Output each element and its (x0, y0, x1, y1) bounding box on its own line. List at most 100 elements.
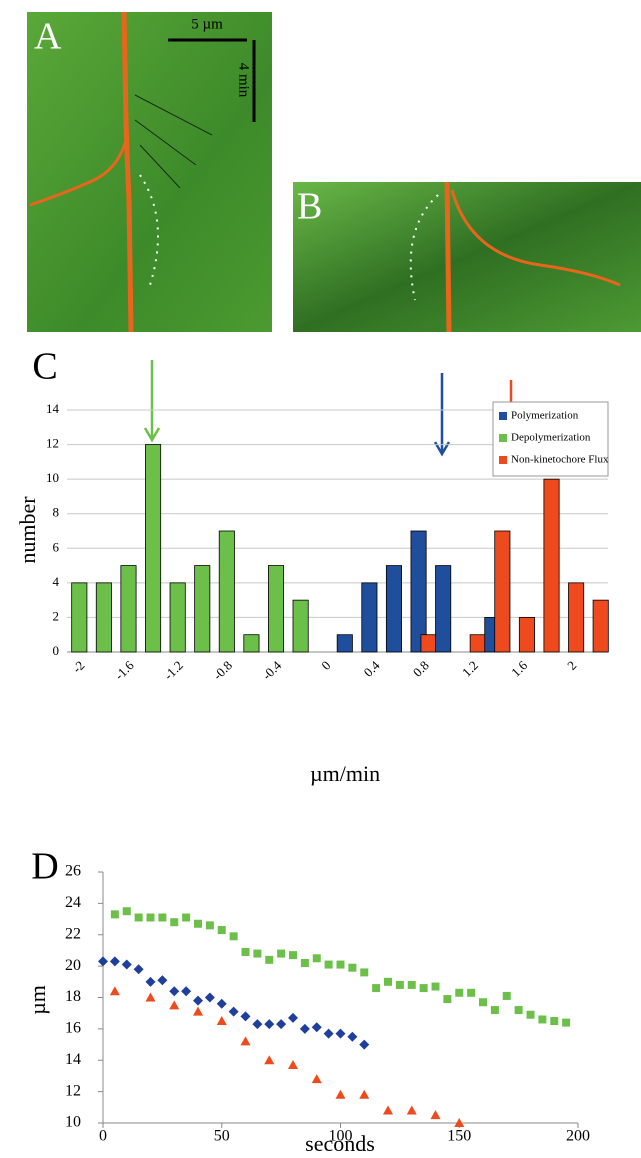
point (359, 1039, 370, 1050)
bar (145, 444, 162, 653)
y-tick-label: 4 (53, 574, 60, 589)
x-tick-label: -2 (69, 658, 87, 676)
y-tick-label: 24 (65, 894, 81, 911)
x-tick-label: -1.6 (112, 657, 138, 683)
bar (243, 634, 260, 653)
bar (361, 582, 378, 653)
point (311, 1022, 322, 1033)
point (205, 921, 214, 930)
point (395, 980, 404, 989)
point (240, 1036, 251, 1046)
point (502, 991, 511, 1000)
point (181, 986, 192, 997)
bar (469, 634, 486, 653)
point (109, 956, 120, 967)
point (430, 1110, 441, 1120)
point (336, 960, 345, 969)
point (312, 954, 321, 963)
x-tick-label: 0.8 (410, 658, 432, 680)
point (193, 1006, 203, 1016)
x-tick-label: -0.8 (210, 658, 235, 683)
point (110, 910, 119, 919)
y-tick-label: 18 (65, 988, 81, 1005)
point (158, 913, 167, 922)
bar (410, 530, 427, 653)
point (443, 995, 452, 1004)
bar (71, 582, 88, 653)
point (217, 926, 226, 935)
point (347, 1031, 358, 1042)
point (335, 1089, 346, 1099)
bar (95, 582, 112, 653)
point (216, 998, 227, 1009)
point (335, 1028, 346, 1039)
point (407, 980, 416, 989)
point (299, 1023, 310, 1034)
scale-label-y: 4 min (236, 63, 252, 98)
bar (494, 530, 511, 653)
x-tick-label: 0 (318, 658, 333, 673)
bar (568, 582, 585, 653)
point (300, 958, 309, 967)
y-tick-label: 14 (46, 401, 60, 416)
y-tick-label: 20 (65, 957, 81, 974)
y-tick-label: 6 (53, 539, 60, 554)
x-tick-label: 2 (564, 658, 579, 673)
point (182, 913, 191, 922)
y-tick-label: 10 (46, 470, 59, 485)
point (109, 986, 120, 996)
point (348, 963, 357, 972)
point (228, 1006, 239, 1017)
point (311, 1074, 322, 1084)
point (324, 960, 333, 969)
y-tick-label: 22 (65, 925, 81, 942)
y-tick-label: 10 (65, 1114, 81, 1131)
legend-label: Depolymerization (511, 432, 591, 444)
x-tick-label: 200 (566, 1128, 590, 1145)
point (241, 948, 250, 957)
y-axis-title: number (15, 496, 40, 564)
bar (292, 599, 309, 653)
point (276, 1019, 287, 1030)
legend-swatch (499, 434, 507, 442)
point (204, 992, 215, 1003)
point (406, 1105, 417, 1115)
point (562, 1018, 571, 1027)
point (289, 951, 297, 960)
point (419, 984, 428, 993)
x-tick-label: -1.2 (161, 658, 186, 683)
point (122, 907, 131, 916)
point (170, 918, 179, 927)
point (538, 1015, 547, 1024)
micrograph-b: B (293, 181, 641, 333)
bar (169, 582, 186, 653)
point (134, 913, 143, 922)
bar (194, 565, 211, 653)
bar (518, 617, 535, 653)
panel-label: B (297, 186, 322, 228)
bar (218, 530, 235, 653)
point (526, 1010, 535, 1019)
y-tick-label: 14 (65, 1051, 81, 1068)
legend-label: Non-kinetochore Flux (511, 454, 609, 466)
point (455, 988, 464, 997)
point (479, 998, 487, 1007)
point (323, 1028, 334, 1039)
x-tick-label: 150 (447, 1128, 471, 1145)
x-tick-label: 100 (329, 1128, 353, 1145)
point (372, 984, 381, 993)
point (169, 986, 180, 997)
point (145, 976, 156, 987)
y-tick-label: 8 (53, 505, 60, 520)
x-tick-label: 1.6 (508, 657, 530, 679)
point (253, 949, 262, 958)
point (146, 913, 155, 922)
point (514, 1006, 523, 1015)
y-axis-title: µm (25, 985, 50, 1015)
x-axis-title: µm/min (310, 761, 380, 786)
point (265, 955, 274, 964)
point (216, 1016, 227, 1026)
x-tick-label: 0 (99, 1128, 107, 1145)
point (359, 1089, 370, 1099)
x-axis-title: seconds (305, 1131, 375, 1156)
